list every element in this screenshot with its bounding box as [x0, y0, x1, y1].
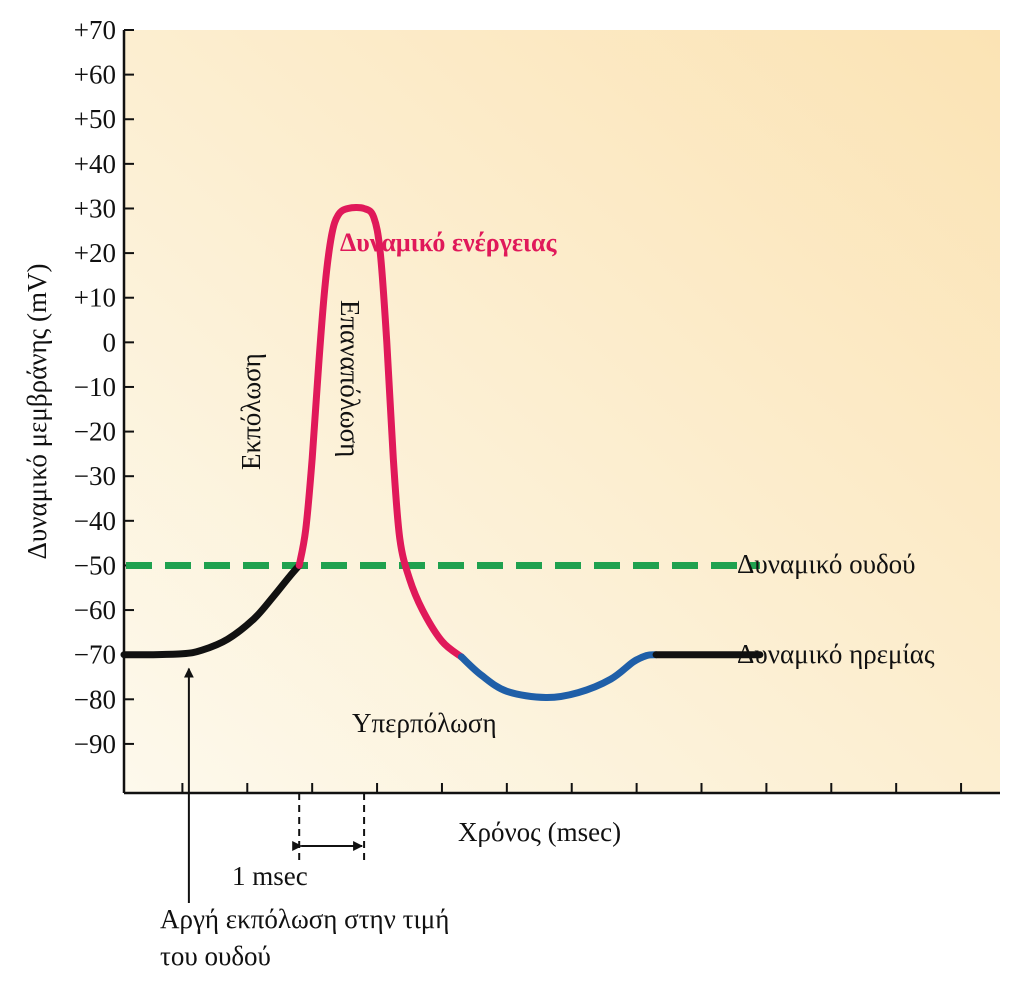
hyperpolarization-label: Υπερπόλωση	[352, 708, 497, 738]
y-tick-label: −50	[74, 550, 116, 580]
depolarization-label: Εκπόλωση	[236, 353, 266, 470]
plot-background	[124, 30, 1000, 793]
y-tick-label: −70	[74, 640, 116, 670]
annotation-layer: Δυναμικό μεμβράνης (mV) Χρόνος (msec) Δυ…	[22, 228, 935, 971]
threshold-label: Δυναμικό ουδού	[737, 549, 916, 579]
y-tick-label: −80	[74, 684, 116, 714]
action-potential-label: Δυναμικό ενέργειας	[340, 228, 557, 257]
y-tick-label: +70	[74, 15, 116, 45]
y-tick-label: −90	[74, 729, 116, 759]
series-layer	[120, 204, 764, 702]
x-axis-label: Χρόνος (msec)	[458, 817, 621, 847]
series-line-0	[120, 561, 303, 659]
y-axis-label: Δυναμικό μεμβράνης (mV)	[22, 264, 52, 560]
y-tick-label: +40	[74, 149, 116, 179]
series-line-2	[457, 651, 660, 702]
y-tick-label: −40	[74, 506, 116, 536]
y-tick-label: +60	[74, 60, 116, 90]
slow-depolarization-label-line2: του ουδού	[160, 941, 271, 971]
x-axis	[124, 783, 1000, 795]
y-tick-label: +20	[74, 238, 116, 268]
y-axis: +70 +60 +50 +40 +30 +20 +10 0 −10 −20 −30 −40 −50 −60…	[74, 15, 134, 793]
repolarization-label: Επαναπόλωση	[335, 300, 365, 457]
y-tick-label: −60	[74, 595, 116, 625]
y-tick-label: +50	[74, 104, 116, 134]
y-tick-label: 0	[103, 327, 117, 357]
y-tick-label: −10	[74, 372, 116, 402]
interval-label: 1 msec	[232, 861, 308, 891]
slow-depolarization-label-line1: Αργή εκπόλωση στην τιμή	[160, 904, 449, 934]
y-tick-label: −30	[74, 461, 116, 491]
series-line-1	[295, 204, 465, 661]
y-tick-label: +10	[74, 283, 116, 313]
resting-potential-label: Δυναμικό ηρεμίας	[737, 639, 935, 669]
y-tick-label: +30	[74, 193, 116, 223]
y-tick-label: −20	[74, 417, 116, 447]
